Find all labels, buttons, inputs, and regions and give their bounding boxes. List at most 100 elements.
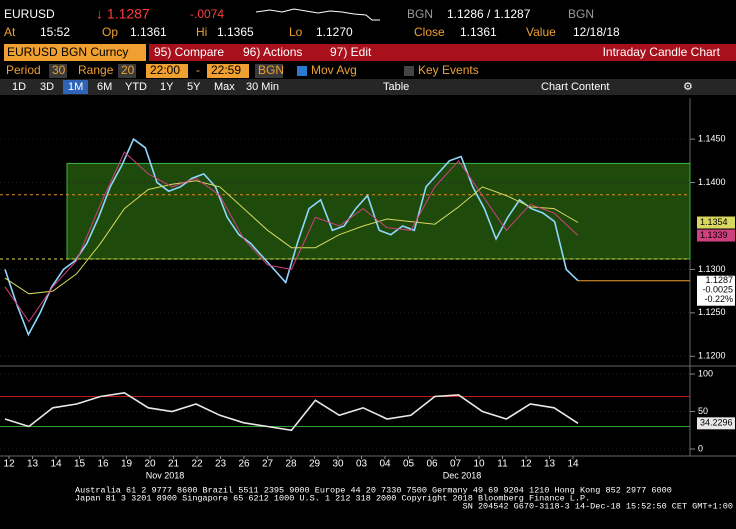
- menu-button[interactable]: 95) Compare: [154, 45, 224, 59]
- checkbox[interactable]: [404, 66, 414, 76]
- x-tick-label: 26: [238, 459, 250, 470]
- range: 20: [121, 63, 135, 77]
- ticker: EURUSD: [4, 7, 55, 21]
- x-tick-label: 07: [450, 459, 462, 470]
- month-label: Dec 2018: [443, 470, 482, 480]
- toolbar: [0, 79, 736, 95]
- x-tick-label: 22: [191, 459, 203, 470]
- change: -.0074: [190, 7, 224, 21]
- y-tick-label: 50: [698, 406, 708, 416]
- x-tick-label: 30: [332, 459, 344, 470]
- price-line: [4, 391, 579, 432]
- y-tick-label: 1.1400: [698, 177, 726, 187]
- x-tick-label: 29: [309, 459, 321, 470]
- bid-ask: 1.1286 / 1.1287: [447, 7, 531, 21]
- last-label: -0.22%: [704, 294, 733, 304]
- period-button[interactable]: 6M: [97, 81, 112, 93]
- label: Lo: [289, 25, 303, 39]
- source: BGN: [407, 7, 433, 21]
- period-button[interactable]: Max: [214, 81, 235, 93]
- menu-button[interactable]: 96) Actions: [243, 45, 302, 59]
- input[interactable]: [118, 64, 136, 78]
- source: BGN: [258, 63, 284, 77]
- x-tick-label: 14: [50, 459, 62, 470]
- label: Range: [78, 63, 114, 77]
- table-button[interactable]: Table: [383, 81, 409, 93]
- label: At: [4, 25, 16, 39]
- y-tick-label: 1.1300: [698, 264, 726, 274]
- end-box: [697, 417, 735, 430]
- period-button[interactable]: 30 Min: [246, 81, 279, 93]
- last-label: -0.0025: [702, 285, 733, 295]
- security-input[interactable]: [4, 44, 146, 61]
- input[interactable]: [49, 64, 67, 78]
- footer-line: SN 204542 G670-3118-3 14-Dec-18 15:52:50…: [463, 501, 733, 511]
- end-label: 1.1354: [700, 217, 728, 227]
- label: Hi: [196, 25, 207, 39]
- end-label: 34.2296: [700, 418, 733, 428]
- dash: -: [196, 63, 200, 77]
- x-tick-label: 14: [567, 459, 579, 470]
- x-tick-label: 11: [497, 459, 508, 470]
- start: 22:00: [150, 63, 180, 77]
- x-tick-label: 03: [356, 459, 368, 470]
- key-events: Key Events: [418, 63, 479, 77]
- checkbox[interactable]: [297, 66, 307, 76]
- toolbar-buttons: 1D 3D 1M 6M YTD 1Y 5Y Max 30 Min: [12, 80, 279, 94]
- menu-button[interactable]: 97) Edit: [330, 45, 372, 59]
- price-line: [4, 151, 579, 323]
- command-bar: [149, 44, 736, 61]
- security: EURUSD BGN Curncy: [7, 45, 128, 59]
- period-button[interactable]: 5Y: [187, 81, 201, 93]
- period-button[interactable]: 3D: [40, 81, 54, 93]
- x-tick-label: 19: [121, 459, 133, 470]
- input[interactable]: [146, 64, 188, 78]
- value: 12/18/18: [573, 25, 620, 39]
- input[interactable]: [207, 64, 249, 78]
- x-tick-label: 10: [473, 459, 485, 470]
- period-button[interactable]: 1D: [12, 81, 26, 93]
- price-line: [4, 180, 579, 295]
- range-band: [66, 162, 691, 260]
- x-tick-label: 23: [215, 459, 227, 470]
- footer-line: Australia 61 2 9777 8600 Brazil 5511 239…: [75, 485, 672, 495]
- value: 15:52: [40, 25, 70, 39]
- month-label: Nov 2018: [146, 470, 185, 480]
- period-button[interactable]: 1Y: [160, 81, 174, 93]
- x-tick-label: 05: [403, 459, 415, 470]
- sparkline: [255, 8, 380, 21]
- value: 1.1270: [316, 25, 353, 39]
- x-tick-label: 28: [285, 459, 297, 470]
- value: 1.1365: [217, 25, 254, 39]
- x-tick-label: 13: [544, 459, 556, 470]
- x-tick-label: 27: [262, 459, 274, 470]
- x-tick-label: 15: [74, 459, 86, 470]
- footer-line: Japan 81 3 3201 8900 Singapore 65 6212 1…: [75, 493, 590, 503]
- input[interactable]: [255, 64, 283, 78]
- footer: Australia 61 2 9777 8600 Brazil 5511 239…: [75, 485, 733, 511]
- value: 1.1361: [130, 25, 167, 39]
- x-tick-label: 06: [426, 459, 438, 470]
- end-label: 1.1339: [700, 230, 728, 240]
- x-tick-label: 16: [97, 459, 109, 470]
- mov-avg: Mov Avg: [311, 63, 357, 77]
- x-tick-label: 20: [144, 459, 156, 470]
- period-button[interactable]: YTD: [125, 81, 147, 93]
- value: 1.1361: [460, 25, 497, 39]
- last-label: 1.1287: [705, 275, 733, 285]
- label: Period: [6, 63, 41, 77]
- x-tick-label: 04: [379, 459, 391, 470]
- source: BGN: [568, 7, 594, 21]
- active-button[interactable]: [63, 80, 88, 94]
- last-price: ↓ 1.1287: [96, 6, 150, 22]
- end-box: [697, 216, 735, 229]
- period-button[interactable]: 1M: [68, 81, 83, 93]
- price-line: [4, 137, 579, 337]
- end: 22:59: [211, 63, 241, 77]
- y-tick-label: 1.1200: [698, 351, 726, 361]
- settings-icon[interactable]: ⚙: [683, 81, 693, 93]
- y-tick-label: 1.1450: [698, 133, 726, 143]
- chart-content-button[interactable]: Chart Content: [541, 81, 609, 93]
